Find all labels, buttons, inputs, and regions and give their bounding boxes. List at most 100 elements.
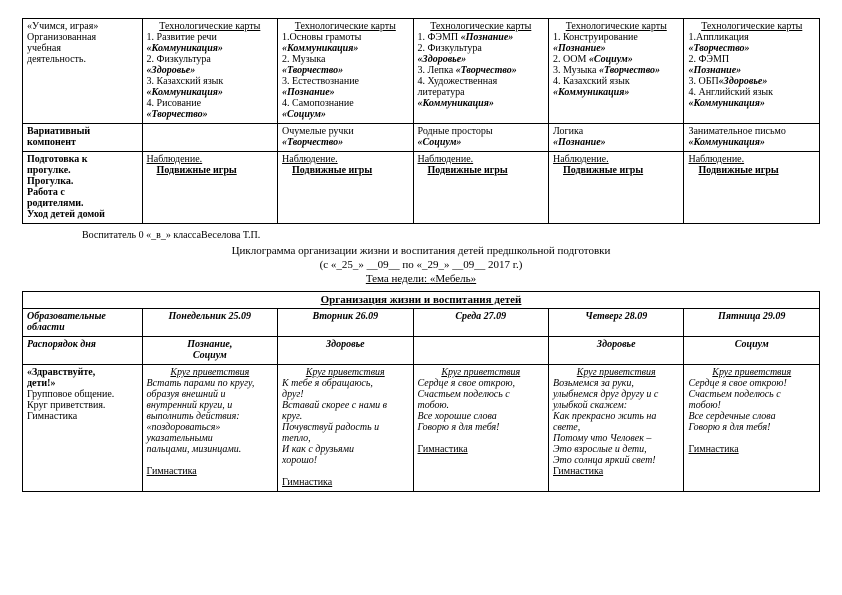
txt: Круг приветствия. xyxy=(27,400,105,411)
txt: Говорю я для тебя! xyxy=(418,422,500,433)
txt: Занимательное письмо xyxy=(688,126,785,137)
circle-title: Круг приветствия xyxy=(170,367,249,378)
cell: Логика «Познание» xyxy=(549,124,684,152)
txt: пальцами, мизинцами. xyxy=(147,444,242,455)
txt: Счастьем поделюсь с xyxy=(418,389,510,400)
txt: прогулке. xyxy=(27,165,71,176)
cell: Здоровье xyxy=(549,337,684,365)
cell: Очумелые ручки «Творчество» xyxy=(278,124,413,152)
txt: 4. Английский язык xyxy=(688,87,773,98)
txt: «Познание» xyxy=(461,32,514,43)
txt: Вариативный xyxy=(27,126,90,137)
cell: Наблюдение. Подвижные игры xyxy=(684,152,820,224)
txt: Вставай скорее с нами в xyxy=(282,400,387,411)
row-label: Распорядок дня xyxy=(23,337,143,365)
txt: Подвижные игры xyxy=(292,165,372,176)
teacher-line: Воспитатель 0 «_в_» классаВеселова Т.П. xyxy=(82,230,820,241)
txt: «Учимся, играя» xyxy=(27,21,98,32)
txt: Подвижные игры xyxy=(563,165,643,176)
txt: Говорю я для тебя! xyxy=(688,422,770,433)
txt: внутренний круги, и xyxy=(147,400,233,411)
cell-mon: Технологические карты 1. Развитие речи «… xyxy=(142,19,277,124)
txt: Познание, xyxy=(187,339,232,350)
txt: Подвижные игры xyxy=(428,165,508,176)
txt: 2. ООМ xyxy=(553,54,586,65)
txt: Это солнца яркий свет! xyxy=(553,455,656,466)
gym: Гимнастика xyxy=(418,444,468,455)
txt: 4. Самопознание xyxy=(282,98,354,109)
row-label: Подготовка к прогулке. Прогулка. Работа … xyxy=(23,152,143,224)
cell: Родные просторы «Социум» xyxy=(413,124,548,152)
bottom-table: Организация жизни и воспитания детей Обр… xyxy=(22,291,820,492)
cell: Познание, Социум xyxy=(142,337,277,365)
theme-value: «Мебель» xyxy=(430,273,476,285)
gym: Гимнастика xyxy=(147,466,197,477)
table-row: Образовательные области Понедельник 25.0… xyxy=(23,309,820,337)
txt: Сердце я свое открою, xyxy=(418,378,515,389)
txt: Гимнастика xyxy=(27,411,77,422)
txt: 1. Конструирование xyxy=(553,32,638,43)
txt: Родные просторы xyxy=(418,126,493,137)
gym: Гимнастика xyxy=(553,466,603,477)
txt: области xyxy=(27,322,65,333)
txt: Наблюдение. xyxy=(553,154,609,165)
cell: Социум xyxy=(684,337,820,365)
txt: Очумелые ручки xyxy=(282,126,354,137)
txt: 3. Естествознание xyxy=(282,76,359,87)
teacher-label: Воспитатель 0 «_в_» класса xyxy=(82,230,201,241)
txt: Подвижные игры xyxy=(698,165,778,176)
table-row: «Здравствуйте, дети!» Групповое общение.… xyxy=(23,365,820,492)
txt: «Творчество» xyxy=(456,65,517,76)
txt: 1.Аппликация xyxy=(688,32,748,43)
txt: «Социум» xyxy=(589,54,633,65)
txt: «Коммуникация» xyxy=(688,137,764,148)
txt: Счастьем поделюсь с xyxy=(688,389,780,400)
circle-title: Круг приветствия xyxy=(712,367,791,378)
table-row: Распорядок дня Познание, Социум Здоровье… xyxy=(23,337,820,365)
txt: компонент xyxy=(27,137,76,148)
txt: «Коммуникация» xyxy=(147,43,223,54)
col-header: Технологические карты xyxy=(553,21,679,32)
txt: Подготовка к xyxy=(27,154,88,165)
cell-tue: Круг приветствия К тебе я обращаюсь, дру… xyxy=(278,365,413,492)
cell-wed: Круг приветствия Сердце я свое открою, С… xyxy=(413,365,548,492)
col-header: Технологические карты xyxy=(688,21,815,32)
txt: «Познание» xyxy=(553,43,606,54)
txt: Все сердечные слова xyxy=(688,411,775,422)
txt: «Здоровье» xyxy=(147,65,196,76)
cell: Занимательное письмо «Коммуникация» xyxy=(684,124,820,152)
txt: свете, xyxy=(553,422,580,433)
table-row: Организация жизни и воспитания детей xyxy=(23,292,820,309)
col-header-tue: Вторник 26.09 xyxy=(278,309,413,337)
txt: Возьмемся за руки, xyxy=(553,378,634,389)
txt: выполнить действия: xyxy=(147,411,240,422)
txt: Образовательные xyxy=(27,311,106,322)
txt: Прогулка. xyxy=(27,176,73,187)
table-row: «Учимся, играя» Организованная учебная д… xyxy=(23,19,820,124)
txt: образуя внешний и xyxy=(147,389,226,400)
txt: Логика xyxy=(553,126,583,137)
cell xyxy=(413,337,548,365)
txt: 1.Основы грамоты xyxy=(282,32,361,43)
col-header-wed: Среда 27.09 xyxy=(413,309,548,337)
txt: «Здравствуйте, xyxy=(27,367,95,378)
txt: Почувствуй радость и xyxy=(282,422,379,433)
txt: 2. Физкультура xyxy=(147,54,211,65)
txt: 2. Физкультура xyxy=(418,43,482,54)
txt: «Познание» xyxy=(553,137,606,148)
txt: Уход детей домой xyxy=(27,209,105,220)
txt: «Творчество» xyxy=(147,109,208,120)
col-header-mon: Понедельник 25.09 xyxy=(142,309,277,337)
txt: 4. Казахский язык xyxy=(553,76,630,87)
txt: Наблюдение. xyxy=(147,154,203,165)
gym: Гимнастика xyxy=(282,477,332,488)
txt: Подвижные игры xyxy=(157,165,237,176)
txt: 3. Лепка xyxy=(418,65,454,76)
txt: дети!» xyxy=(27,378,56,389)
txt: «Социум» xyxy=(418,137,462,148)
txt: Это взрослые и дети, xyxy=(553,444,647,455)
row-label: Вариативный компонент xyxy=(23,124,143,152)
txt: Сердце я свое открою! xyxy=(688,378,786,389)
txt: Как прекрасно жить на xyxy=(553,411,656,422)
cell: Здоровье xyxy=(278,337,413,365)
